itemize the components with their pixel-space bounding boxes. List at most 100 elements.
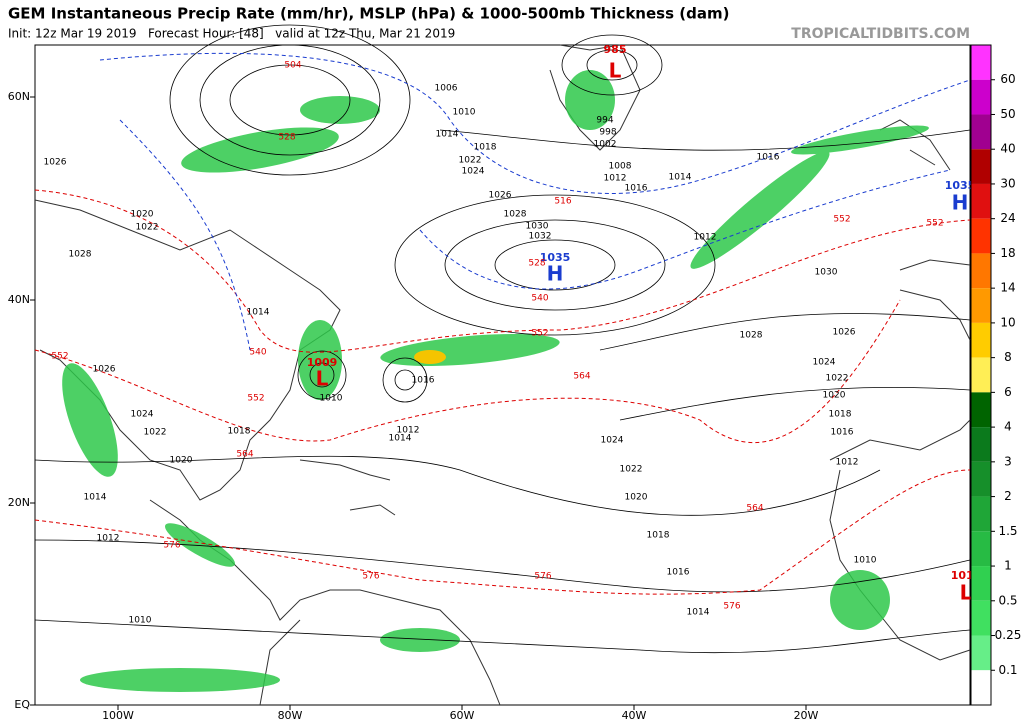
isobar-label: 1014 bbox=[436, 130, 459, 140]
latitude-label: 20N bbox=[8, 496, 30, 509]
latitude-label: EQ bbox=[14, 698, 30, 711]
isobar-label: 1016 bbox=[667, 568, 690, 578]
isobar-label: 1002 bbox=[594, 140, 617, 150]
pressure-value: 1035 bbox=[540, 251, 571, 264]
isobar-label: 1024 bbox=[131, 410, 154, 420]
colorbar-swatch bbox=[971, 322, 991, 358]
isobar-label: 1028 bbox=[740, 331, 763, 341]
colorbar-label: 24 bbox=[1000, 211, 1015, 225]
colorbar: 60 50 40 30 24 18 14 10 8 6 4 3 2 1.5 1 0.5 0.25 0.1 bbox=[970, 44, 1022, 706]
colorbar-swatch bbox=[971, 149, 991, 184]
thickness-label: 540 bbox=[249, 348, 266, 358]
pressure-letter: H bbox=[952, 191, 969, 215]
colorbar-label: 30 bbox=[1000, 176, 1015, 190]
isobar-label: 1012 bbox=[397, 426, 420, 436]
latitude-label: 40N bbox=[8, 293, 30, 306]
isobar-label: 1026 bbox=[833, 328, 856, 338]
isobar-label: 1024 bbox=[601, 436, 624, 446]
isobar-label: 1018 bbox=[829, 410, 852, 420]
colorbar-label: 40 bbox=[1000, 142, 1015, 156]
longitude-label: 60W bbox=[450, 709, 475, 722]
isobars bbox=[34, 24, 971, 654]
colorbar-label: 14 bbox=[1000, 281, 1015, 295]
isobar-label: 1012 bbox=[836, 458, 859, 468]
pressure-letter: L bbox=[960, 581, 973, 605]
colorbar-swatch bbox=[971, 635, 991, 671]
isobar-label: 1020 bbox=[625, 493, 648, 503]
latitude-label: 60N bbox=[8, 90, 30, 103]
thickness-label: 564 bbox=[746, 504, 763, 514]
isobar-label: 1010 bbox=[320, 394, 343, 404]
pressure-letter: H bbox=[547, 262, 564, 286]
thickness-label: 564 bbox=[236, 450, 253, 460]
isobar-label: 1014 bbox=[247, 308, 270, 318]
colorbar-swatch bbox=[971, 288, 991, 323]
isobar-label: 1016 bbox=[831, 428, 854, 438]
colorbar-label: 0.25 bbox=[995, 628, 1022, 642]
colorbar-swatch bbox=[971, 566, 991, 601]
pressure-value: 1035 bbox=[945, 179, 976, 192]
thickness-label: 576 bbox=[723, 602, 740, 612]
isobar-label: 1018 bbox=[647, 531, 670, 541]
colorbar-swatch bbox=[971, 461, 991, 497]
isobar-label: 1022 bbox=[144, 428, 167, 438]
colorbar-label: 6 bbox=[1004, 385, 1012, 399]
isobar-label: 1024 bbox=[813, 358, 836, 368]
isobar-label: 1020 bbox=[170, 456, 193, 466]
colorbar-swatch bbox=[971, 670, 991, 705]
isobar-label: 1026 bbox=[93, 365, 116, 375]
colorbar-label: 4 bbox=[1004, 420, 1012, 434]
colorbar-swatch bbox=[971, 392, 991, 428]
colorbar-label: 3 bbox=[1004, 454, 1012, 468]
isobar-label: 998 bbox=[599, 128, 616, 138]
thickness-label: 552 bbox=[51, 352, 68, 362]
thickness-label: 576 bbox=[362, 572, 379, 582]
title: GEM Instantaneous Precip Rate (mm/hr), M… bbox=[8, 5, 729, 23]
colorbar-swatch bbox=[971, 218, 991, 254]
isobar-label: 1010 bbox=[129, 616, 152, 626]
pressure-letter: L bbox=[316, 367, 329, 391]
isobar-label: 1014 bbox=[389, 434, 412, 444]
longitude-label: 20W bbox=[794, 709, 819, 722]
isobar-label: 1012 bbox=[694, 233, 717, 243]
heavy-precip bbox=[414, 350, 446, 364]
isobar-label: 1020 bbox=[823, 391, 846, 401]
isobar-label: 1016 bbox=[412, 376, 435, 386]
isobar-label: 1018 bbox=[474, 143, 497, 153]
isobar-label: 1016 bbox=[625, 184, 648, 194]
colorbar-label: 50 bbox=[1000, 107, 1015, 121]
thickness-label: 564 bbox=[573, 372, 590, 382]
colorbar-label: 10 bbox=[1000, 315, 1015, 329]
isobar-label: 1006 bbox=[435, 84, 458, 94]
map-area bbox=[34, 24, 971, 706]
isobar-label: 1032 bbox=[529, 232, 552, 242]
thickness-lines bbox=[34, 189, 971, 595]
subtitle: Init: 12z Mar 19 2019 Forecast Hour: [48… bbox=[8, 27, 455, 41]
colorbar-swatch bbox=[971, 496, 991, 532]
colorbar-swatch bbox=[971, 79, 991, 115]
thickness-lines-cold bbox=[99, 52, 971, 351]
isobar-label: 1014 bbox=[669, 173, 692, 183]
colorbar-label: 1 bbox=[1004, 559, 1012, 573]
colorbar-frame bbox=[970, 44, 992, 706]
colorbar-swatch bbox=[971, 183, 991, 219]
thickness-label: 576 bbox=[163, 541, 180, 551]
isobar-label: 1018 bbox=[228, 427, 251, 437]
colorbar-swatch bbox=[971, 600, 991, 636]
thickness-label: 504 bbox=[284, 61, 301, 71]
thickness-label: 540 bbox=[531, 294, 548, 304]
isobar-label: 1024 bbox=[462, 167, 485, 177]
isobar-label: 1008 bbox=[609, 162, 632, 172]
isobar-label: 1020 bbox=[131, 210, 154, 220]
isobar-label: 1022 bbox=[136, 223, 159, 233]
isobar-label: 1010 bbox=[854, 556, 877, 566]
source: TROPICALTIDBITS.COM bbox=[791, 26, 970, 42]
colorbar-label: 0.5 bbox=[998, 593, 1017, 607]
colorbar-swatch bbox=[971, 253, 991, 289]
longitude-label: 40W bbox=[622, 709, 647, 722]
pressure-value: 1009 bbox=[307, 356, 338, 369]
colorbar-label: 18 bbox=[1000, 246, 1015, 260]
isobar-label: 1016 bbox=[757, 153, 780, 163]
